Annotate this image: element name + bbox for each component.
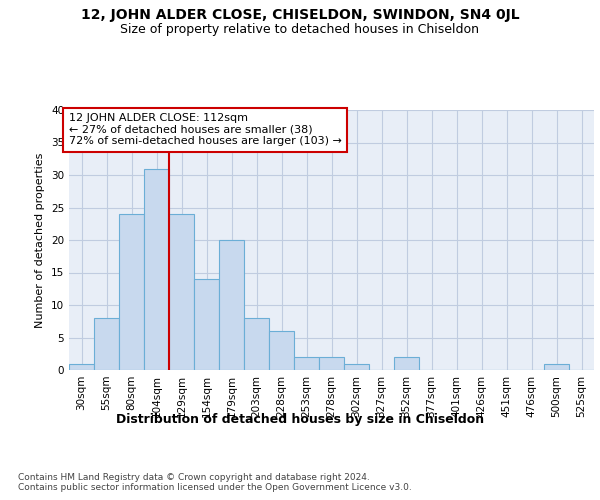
Y-axis label: Number of detached properties: Number of detached properties	[35, 152, 46, 328]
Text: 12, JOHN ALDER CLOSE, CHISELDON, SWINDON, SN4 0JL: 12, JOHN ALDER CLOSE, CHISELDON, SWINDON…	[80, 8, 520, 22]
Text: Distribution of detached houses by size in Chiseldon: Distribution of detached houses by size …	[116, 412, 484, 426]
Bar	[144, 168, 169, 370]
Text: Size of property relative to detached houses in Chiseldon: Size of property relative to detached ho…	[121, 22, 479, 36]
Bar	[269, 331, 294, 370]
Bar	[69, 364, 94, 370]
Bar	[394, 357, 419, 370]
Bar	[544, 364, 569, 370]
Bar	[119, 214, 144, 370]
Text: Contains HM Land Registry data © Crown copyright and database right 2024.: Contains HM Land Registry data © Crown c…	[18, 472, 370, 482]
Bar	[294, 357, 319, 370]
Bar	[219, 240, 244, 370]
Bar	[344, 364, 369, 370]
Bar	[94, 318, 119, 370]
Bar	[244, 318, 269, 370]
Text: 12 JOHN ALDER CLOSE: 112sqm
← 27% of detached houses are smaller (38)
72% of sem: 12 JOHN ALDER CLOSE: 112sqm ← 27% of det…	[69, 114, 342, 146]
Text: Contains public sector information licensed under the Open Government Licence v3: Contains public sector information licen…	[18, 484, 412, 492]
Bar	[169, 214, 194, 370]
Bar	[194, 279, 219, 370]
Bar	[319, 357, 344, 370]
